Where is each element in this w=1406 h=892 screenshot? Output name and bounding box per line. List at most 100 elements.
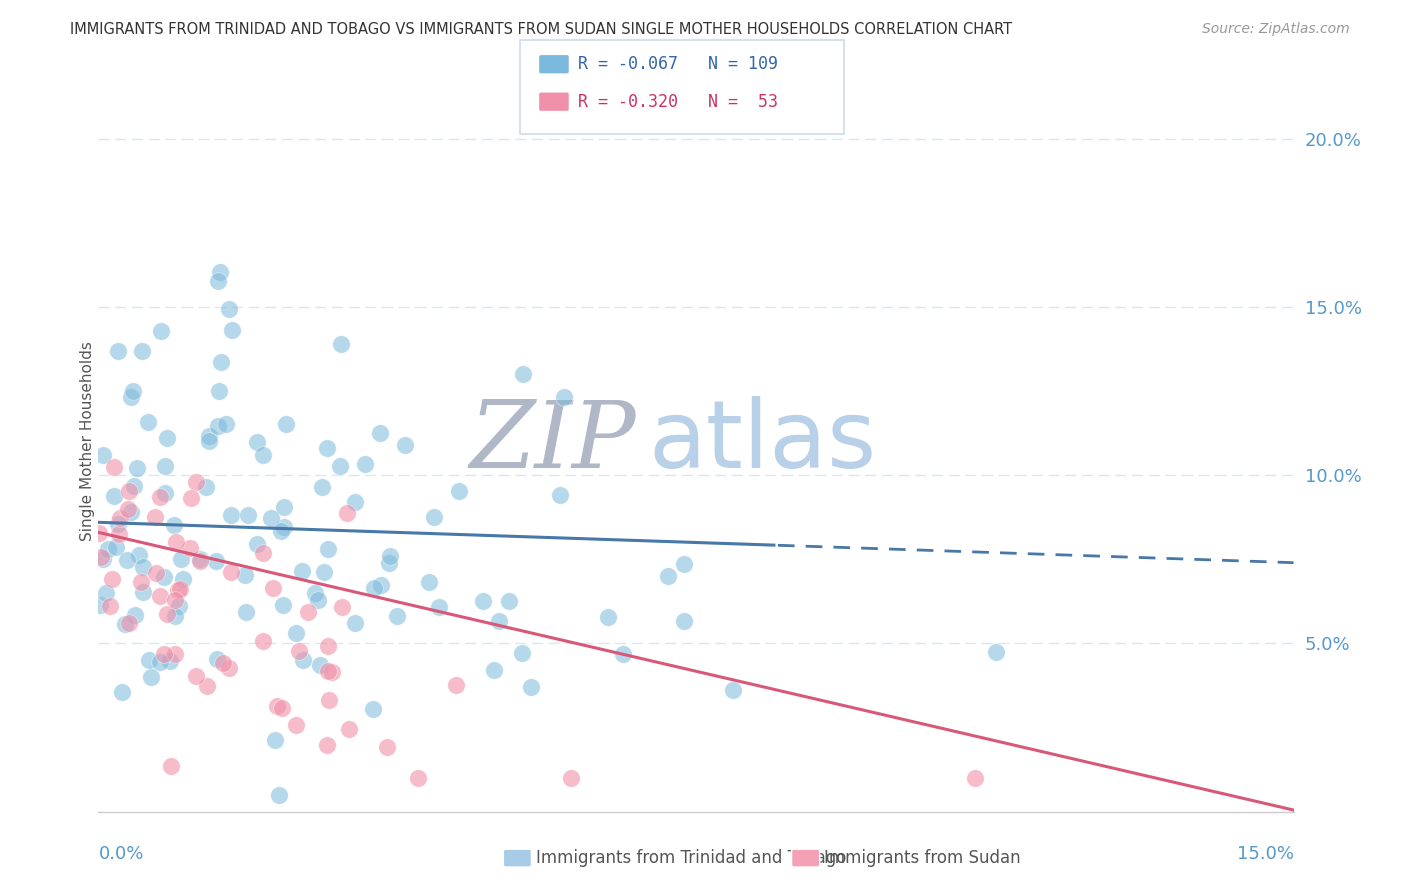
Point [548,488,571,502]
Point [418,574,440,589]
Point [311,480,333,494]
Point [235,605,257,619]
Point [89,599,111,613]
Point [149,590,172,604]
Point [721,682,744,697]
Point [188,554,211,568]
Point [218,302,240,317]
Point [172,572,194,586]
Point [198,434,221,448]
Text: Immigrants from Trinidad and Tobago: Immigrants from Trinidad and Tobago [536,849,846,867]
Point [284,718,307,732]
Point [344,616,367,631]
Text: IMMIGRANTS FROM TRINIDAD AND TOBAGO VS IMMIGRANTS FROM SUDAN SINGLE MOTHER HOUSE: IMMIGRANTS FROM TRINIDAD AND TOBAGO VS I… [70,22,1012,37]
Point [179,541,201,555]
Point [553,390,575,404]
Point [297,606,319,620]
Point [560,771,582,785]
Point [117,484,139,499]
Text: R = -0.067   N = 109: R = -0.067 N = 109 [578,55,778,73]
Point [97,541,120,556]
Point [252,448,274,462]
Point [139,670,162,684]
Point [115,553,138,567]
Point [209,355,232,369]
Point [657,569,679,583]
Point [212,657,235,671]
Point [149,491,172,505]
Point [107,343,129,358]
Point [315,441,337,455]
Point [444,678,467,692]
Point [108,511,131,525]
Text: ZIP: ZIP [470,397,637,486]
Point [122,479,145,493]
Point [117,501,139,516]
Point [195,680,218,694]
Point [336,506,359,520]
Point [149,324,172,338]
Point [236,508,259,523]
Point [208,265,231,279]
Point [129,574,152,589]
Point [482,663,505,677]
Point [186,475,208,490]
Point [672,557,695,571]
Text: R = -0.320   N =  53: R = -0.320 N = 53 [578,93,778,111]
Point [184,669,207,683]
Point [375,740,398,755]
Point [512,368,534,382]
Point [235,568,257,582]
Point [132,560,155,574]
Point [304,586,326,600]
Point [344,495,367,509]
Point [252,546,274,560]
Point [153,647,176,661]
Point [339,722,361,736]
Point [309,657,332,672]
Point [156,431,179,445]
Point [170,552,193,566]
Point [312,565,335,579]
Point [108,527,131,541]
Point [103,459,125,474]
Point [307,593,329,607]
Point [145,566,167,581]
Point [195,480,218,494]
Point [121,384,143,398]
Point [363,581,385,595]
Point [262,582,284,596]
Point [105,541,128,555]
Point [596,610,619,624]
Point [163,593,186,607]
Point [368,425,391,440]
Point [188,552,211,566]
Point [90,549,112,564]
Point [273,520,295,534]
Point [180,491,202,505]
Point [198,428,221,442]
Point [114,617,136,632]
Point [488,615,510,629]
Point [156,607,179,621]
Point [160,759,183,773]
Point [370,578,392,592]
Point [87,525,110,540]
Point [101,573,124,587]
Point [378,556,401,570]
Point [153,570,176,584]
Point [270,524,292,538]
Point [91,552,114,566]
Point [221,323,243,337]
Point [612,647,634,661]
Point [354,457,377,471]
Point [131,344,153,359]
Text: 0.0%: 0.0% [98,845,143,863]
Point [153,459,176,474]
Point [165,535,187,549]
Point [205,651,228,665]
Point [207,274,229,288]
Point [291,564,314,578]
Point [427,600,450,615]
Point [124,607,146,622]
